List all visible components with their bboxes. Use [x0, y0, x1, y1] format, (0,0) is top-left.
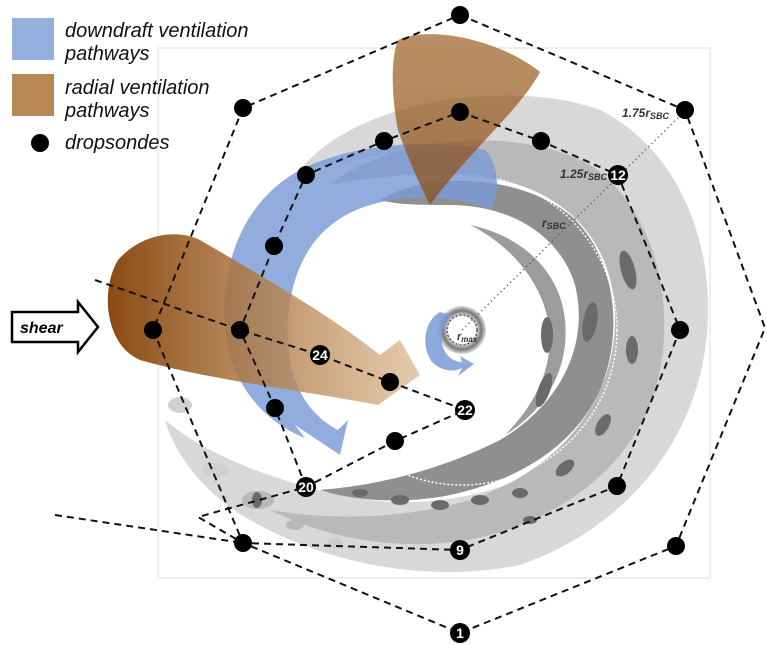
- rain-cell: [168, 397, 192, 413]
- legend-radial-swatch: [12, 74, 54, 116]
- rainband-mid: [270, 140, 665, 545]
- radius-line: [461, 109, 687, 331]
- rain-cell: [201, 463, 229, 477]
- svg-text:24: 24: [312, 347, 328, 363]
- svg-text:1: 1: [456, 625, 464, 641]
- rainband-inner: [320, 180, 614, 501]
- svg-text:shear: shear: [20, 320, 63, 337]
- svg-text:20: 20: [298, 479, 314, 495]
- rain-cell: [286, 520, 304, 530]
- legend-dropsonde-dot: [31, 134, 49, 152]
- label-rsbc: rSBC: [542, 216, 566, 231]
- label-1-75-rsbc: 1.75rSBC: [622, 106, 670, 121]
- eye-downdraft-arrow: [425, 312, 474, 376]
- numbered-sonde-12: 12: [608, 165, 628, 185]
- numbered-sonde-1: 1: [450, 623, 470, 643]
- rmax-circle: [446, 314, 478, 346]
- radial-pathway-left: [107, 234, 420, 405]
- legend-downdraft-swatch: [12, 18, 54, 60]
- legend-downdraft-label: downdraft ventilation pathways: [65, 20, 249, 65]
- label-rmax: rmax: [457, 331, 478, 344]
- numbered-sonde-22: 22: [455, 400, 475, 420]
- svg-text:12: 12: [610, 167, 626, 183]
- legend-radial-label: radial ventilation pathways: [65, 77, 210, 122]
- svg-text:9: 9: [456, 542, 464, 558]
- svg-text:22: 22: [457, 402, 473, 418]
- label-1-25-rsbc: 1.25rSBC: [560, 167, 608, 182]
- convective-cells: [252, 250, 638, 524]
- dropsonde-markers: [144, 6, 694, 555]
- numbered-sonde-20: 20: [296, 477, 316, 497]
- legend-dropsondes-label: dropsondes: [65, 132, 170, 154]
- numbered-sonde-24: 24: [310, 345, 330, 365]
- numbered-sonde-9: 9: [450, 540, 470, 560]
- radial-pathway-top: [392, 34, 540, 205]
- shear-arrow: shear: [10, 298, 100, 356]
- rsbc-circle: [306, 174, 618, 486]
